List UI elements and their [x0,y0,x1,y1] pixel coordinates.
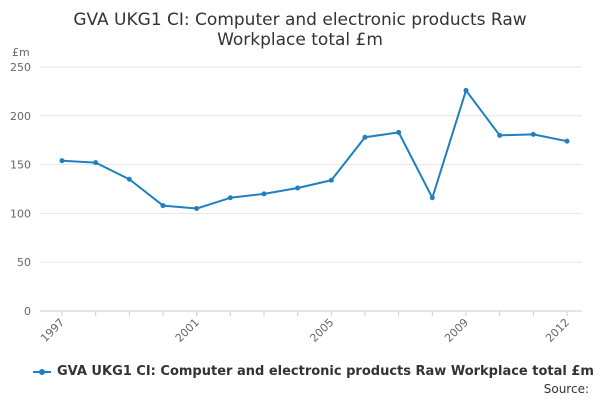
series-layer [59,87,570,212]
data-point-2008[interactable] [429,195,435,201]
legend[interactable]: GVA UKG1 CI: Computer and electronic pro… [33,364,594,379]
y-tick-label: 150 [10,159,31,172]
data-point-1997[interactable] [59,158,65,164]
x-tick-label: 2001 [173,316,202,345]
x-axis-tick-labels: 1997 2001 2005 2009 2012 [38,311,572,345]
chart-title-line-2: Workplace total £m [217,30,383,50]
data-point-2006[interactable] [362,134,368,140]
data-point-2005[interactable] [328,177,334,183]
data-point-2002[interactable] [227,195,233,201]
y-tick-label: 200 [10,110,31,123]
legend-label: GVA UKG1 CI: Computer and electronic pro… [57,364,594,379]
data-point-2003[interactable] [261,191,267,197]
chart-title-line-1: GVA UKG1 CI: Computer and electronic pro… [73,10,527,30]
source-label: Source: [543,382,589,396]
x-tick-label: 2009 [442,316,471,345]
data-point-2004[interactable] [295,185,301,191]
y-axis-tick-labels: 0 50 100 150 200 250 [10,61,31,318]
y-tick-label: 100 [10,207,31,220]
y-axis-unit-label: £m [12,46,30,59]
legend-line-marker-icon [33,367,51,377]
data-point-2000[interactable] [160,203,166,209]
data-point-1998[interactable] [93,160,99,166]
data-point-1999[interactable] [126,176,132,182]
data-point-2007[interactable] [396,129,402,135]
x-tick-label: 2005 [307,316,336,345]
data-point-2012[interactable] [564,138,570,144]
data-point-2010[interactable] [497,132,503,138]
series-line-0 [61,89,568,210]
y-tick-label: 250 [10,61,31,74]
x-tick-label: 2012 [543,316,572,345]
x-tick-label: 1997 [38,316,67,345]
data-point-2011[interactable] [530,131,536,137]
gridlines [40,66,582,312]
data-point-2001[interactable] [194,206,200,212]
y-tick-label: 50 [17,256,31,269]
data-point-2009[interactable] [463,87,469,93]
y-tick-label: 0 [24,305,31,318]
